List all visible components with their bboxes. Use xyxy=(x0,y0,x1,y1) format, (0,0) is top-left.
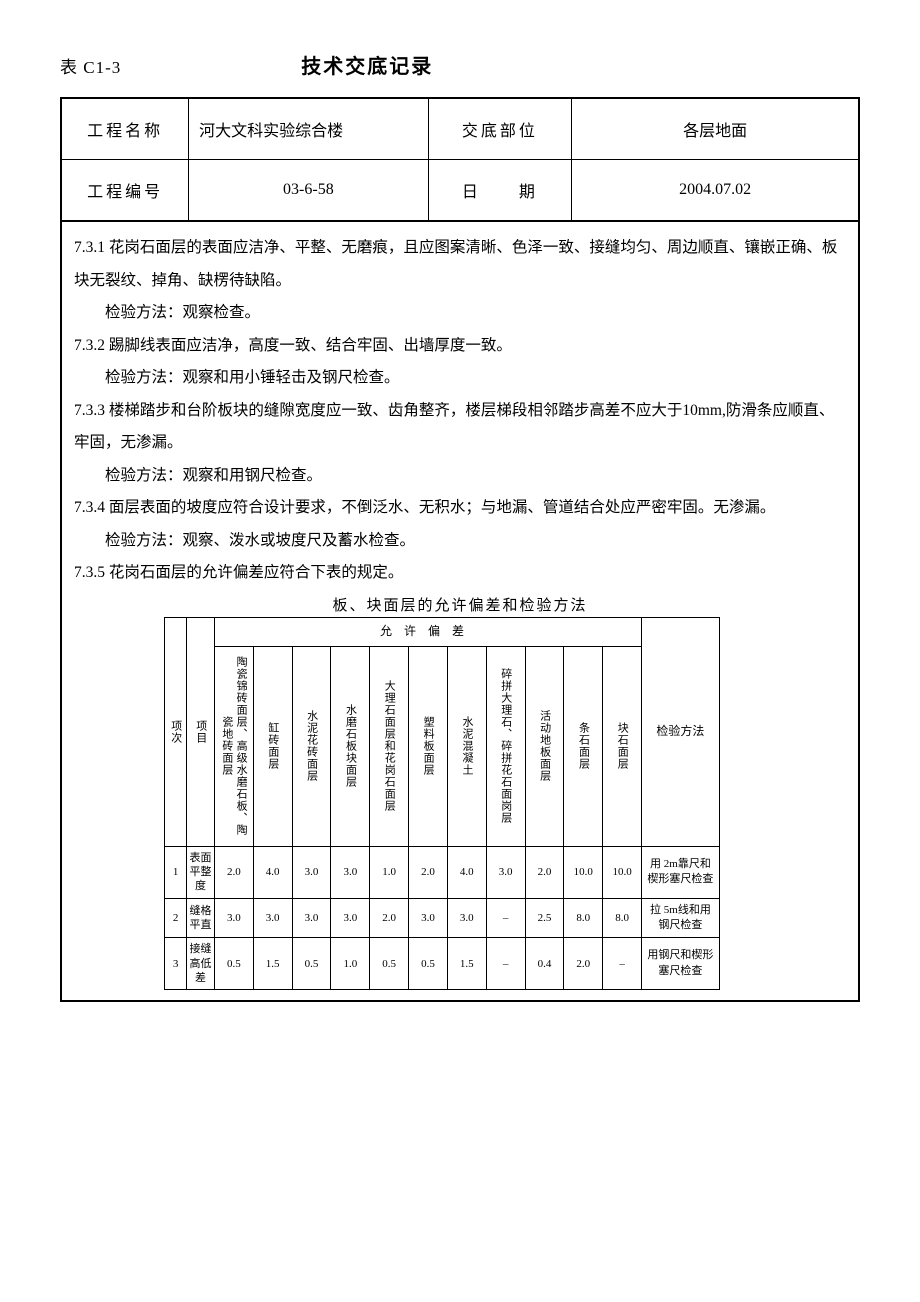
material-header: 水磨石板块面层 xyxy=(331,646,370,846)
tolerance-wrapper: 项次 项目 允许偏差 检验方法 陶瓷锦砖面层、高级水磨石板、陶瓷地砖面层缸砖面层… xyxy=(74,617,846,990)
position-label: 交底部位 xyxy=(428,98,572,160)
tolerance-value: 0.5 xyxy=(292,938,331,990)
paragraph: 检验方法：观察检查。 xyxy=(74,297,846,330)
date-value: 2004.07.02 xyxy=(572,160,859,222)
method-cell: 用 2m靠尺和楔形塞尺检查 xyxy=(642,846,720,898)
tolerance-value: 3.0 xyxy=(292,846,331,898)
tolerance-value: 0.5 xyxy=(214,938,253,990)
material-header: 水泥混凝土 xyxy=(447,646,486,846)
content-box: 7.3.1 花岗石面层的表面应洁净、平整、无磨痕，且应图案清晰、色泽一致、接缝均… xyxy=(60,222,860,1002)
method-cell: 用钢尺和楔形塞尺检查 xyxy=(642,938,720,990)
material-header: 水泥花砖面层 xyxy=(292,646,331,846)
paragraph: 7.3.5 花岗石面层的允许偏差应符合下表的规定。 xyxy=(74,557,846,590)
tolerance-value: 3.0 xyxy=(447,898,486,938)
project-info-table: 工程名称 河大文科实验综合楼 交底部位 各层地面 工程编号 03-6-58 日 … xyxy=(60,97,860,222)
project-name-value: 河大文科实验综合楼 xyxy=(189,98,428,160)
tolerance-value: 2.0 xyxy=(525,846,564,898)
tolerance-value: 8.0 xyxy=(564,898,603,938)
tolerance-value: 3.0 xyxy=(331,846,370,898)
tolerance-value: – xyxy=(603,938,642,990)
project-no-label: 工程编号 xyxy=(61,160,189,222)
tolerance-table: 项次 项目 允许偏差 检验方法 陶瓷锦砖面层、高级水磨石板、陶瓷地砖面层缸砖面层… xyxy=(164,617,720,990)
tolerance-value: 2.5 xyxy=(525,898,564,938)
col-item-header: 项目 xyxy=(187,618,215,847)
table-row: 陶瓷锦砖面层、高级水磨石板、陶瓷地砖面层缸砖面层水泥花砖面层水磨石板块面层大理石… xyxy=(165,646,720,846)
material-header: 条石面层 xyxy=(564,646,603,846)
paragraph: 检验方法：观察、泼水或坡度尺及蓄水检查。 xyxy=(74,525,846,558)
document-title: 技术交底记录 xyxy=(301,50,433,79)
method-header: 检验方法 xyxy=(642,618,720,847)
table-row: 2缝格平直3.03.03.03.02.03.03.0–2.58.08.0拉 5m… xyxy=(165,898,720,938)
material-header: 塑料板面层 xyxy=(409,646,448,846)
tolerance-value: 2.0 xyxy=(409,846,448,898)
tolerance-value: 3.0 xyxy=(331,898,370,938)
row-index: 3 xyxy=(165,938,187,990)
paragraph: 检验方法：观察和用小锤轻击及钢尺检查。 xyxy=(74,362,846,395)
tolerance-value: 10.0 xyxy=(564,846,603,898)
tolerance-value: – xyxy=(486,938,525,990)
material-header: 块石面层 xyxy=(603,646,642,846)
tolerance-value: 3.0 xyxy=(486,846,525,898)
row-index: 1 xyxy=(165,846,187,898)
tolerance-value: 0.5 xyxy=(409,938,448,990)
material-header: 缸砖面层 xyxy=(253,646,292,846)
material-header: 大理石面层和花岗石面层 xyxy=(370,646,409,846)
table-row: 工程名称 河大文科实验综合楼 交底部位 各层地面 xyxy=(61,98,859,160)
tolerance-value: 1.0 xyxy=(370,846,409,898)
col-index-header: 项次 xyxy=(165,618,187,847)
document-header: 表 C1-3 技术交底记录 xyxy=(60,50,860,79)
material-header: 碎拼大理石、碎拼花石面岗层 xyxy=(486,646,525,846)
table-row: 3接缝高低差0.51.50.51.00.50.51.5–0.42.0–用钢尺和楔… xyxy=(165,938,720,990)
tolerance-value: 2.0 xyxy=(564,938,603,990)
tolerance-value: 4.0 xyxy=(447,846,486,898)
paragraph: 检验方法：观察和用钢尺检查。 xyxy=(74,460,846,493)
method-cell: 拉 5m线和用钢尺检查 xyxy=(642,898,720,938)
position-value: 各层地面 xyxy=(572,98,859,160)
date-label: 日 期 xyxy=(428,160,572,222)
paragraph: 7.3.3 楼梯踏步和台阶板块的缝隙宽度应一致、齿角整齐，楼层梯段相邻踏步高差不… xyxy=(74,395,846,460)
paragraphs: 7.3.1 花岗石面层的表面应洁净、平整、无磨痕，且应图案清晰、色泽一致、接缝均… xyxy=(74,232,846,590)
tolerance-value: 3.0 xyxy=(214,898,253,938)
material-header: 活动地板面层 xyxy=(525,646,564,846)
row-item-name: 接缝高低差 xyxy=(187,938,215,990)
row-item-name: 缝格平直 xyxy=(187,898,215,938)
tolerance-value: 3.0 xyxy=(292,898,331,938)
tolerance-value: 2.0 xyxy=(214,846,253,898)
row-item-name: 表面平整度 xyxy=(187,846,215,898)
tolerance-value: 2.0 xyxy=(370,898,409,938)
paragraph: 7.3.2 踢脚线表面应洁净，高度一致、结合牢固、出墙厚度一致。 xyxy=(74,330,846,363)
paragraph: 7.3.4 面层表面的坡度应符合设计要求，不倒泛水、无积水；与地漏、管道结合处应… xyxy=(74,492,846,525)
row-index: 2 xyxy=(165,898,187,938)
tolerance-value: 0.5 xyxy=(370,938,409,990)
tolerance-span-header: 允许偏差 xyxy=(214,618,641,647)
material-header: 陶瓷锦砖面层、高级水磨石板、陶瓷地砖面层 xyxy=(214,646,253,846)
project-no-value: 03-6-58 xyxy=(189,160,428,222)
tolerance-value: 10.0 xyxy=(603,846,642,898)
tolerance-value: 1.5 xyxy=(447,938,486,990)
tolerance-value: 1.0 xyxy=(331,938,370,990)
tolerance-value: – xyxy=(486,898,525,938)
tolerance-value: 1.5 xyxy=(253,938,292,990)
tolerance-value: 4.0 xyxy=(253,846,292,898)
tolerance-value: 8.0 xyxy=(603,898,642,938)
table-row: 项次 项目 允许偏差 检验方法 xyxy=(165,618,720,647)
tolerance-value: 3.0 xyxy=(253,898,292,938)
tolerance-table-caption: 板、块面层的允许偏差和检验方法 xyxy=(74,594,846,615)
table-row: 工程编号 03-6-58 日 期 2004.07.02 xyxy=(61,160,859,222)
table-row: 1表面平整度2.04.03.03.01.02.04.03.02.010.010.… xyxy=(165,846,720,898)
project-name-label: 工程名称 xyxy=(61,98,189,160)
paragraph: 7.3.1 花岗石面层的表面应洁净、平整、无磨痕，且应图案清晰、色泽一致、接缝均… xyxy=(74,232,846,297)
table-code: 表 C1-3 xyxy=(60,53,121,78)
tolerance-value: 3.0 xyxy=(409,898,448,938)
tolerance-value: 0.4 xyxy=(525,938,564,990)
